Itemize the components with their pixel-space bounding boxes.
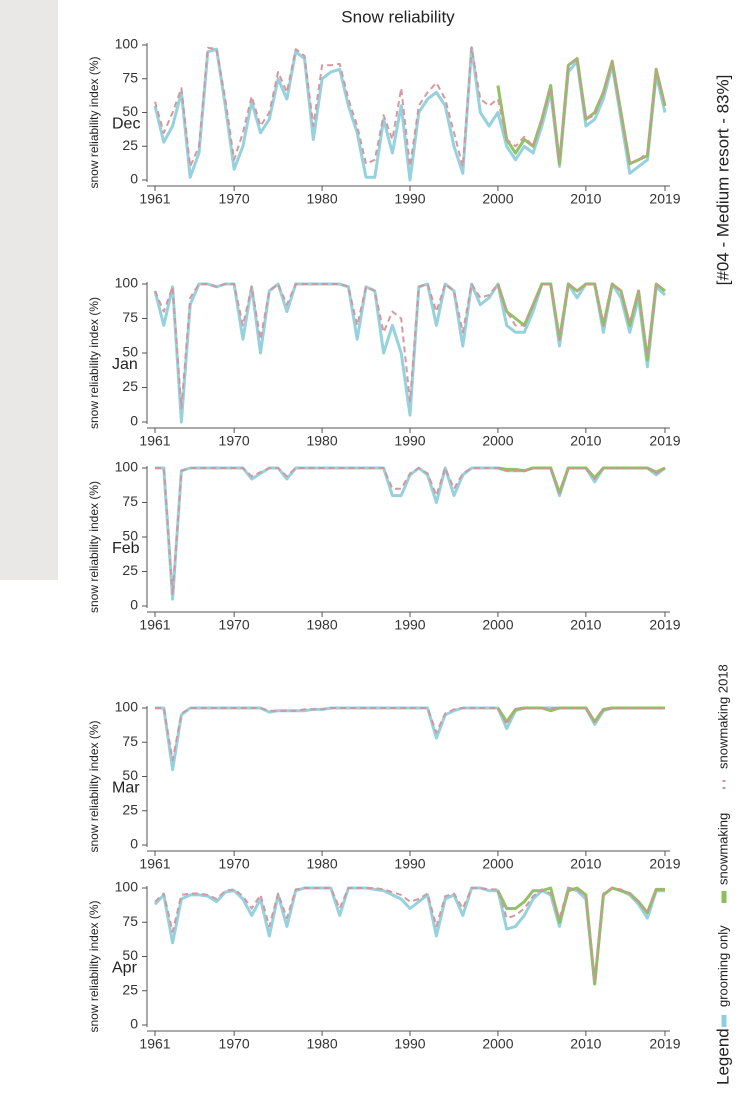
y-axis-label: snow reliability index (%) xyxy=(87,720,101,852)
y-tick-label: 0 xyxy=(130,597,138,613)
y-tick-label: 100 xyxy=(115,699,139,715)
x-tick-label: 1970 xyxy=(219,1036,250,1052)
chart-title: Snow reliability xyxy=(341,7,455,26)
y-tick-label: 100 xyxy=(115,879,139,895)
y-tick-label: 100 xyxy=(115,275,139,291)
series-line xyxy=(154,283,666,410)
y-tick-label: 50 xyxy=(122,947,138,963)
y-tick-label: 0 xyxy=(130,413,138,429)
background-photo-edge xyxy=(0,0,58,580)
x-tick-label: 2010 xyxy=(570,856,601,872)
x-tick-label: 2000 xyxy=(482,856,513,872)
y-tick-label: 75 xyxy=(122,493,138,509)
x-tick-label: 1990 xyxy=(394,617,425,633)
series-line xyxy=(153,282,667,424)
x-tick-label: 2019 xyxy=(649,433,680,449)
x-tick-label: 2010 xyxy=(570,1036,601,1052)
y-axis-label: snow reliability index (%) xyxy=(87,297,101,429)
legend-label: snowmaking xyxy=(715,813,730,885)
x-tick-label: 1990 xyxy=(394,856,425,872)
y-tick-label: 50 xyxy=(122,767,138,783)
series-line xyxy=(496,282,666,362)
y-tick-label: 100 xyxy=(115,459,139,475)
x-tick-label: 2019 xyxy=(649,1036,680,1052)
x-tick-label: 2010 xyxy=(570,433,601,449)
series-line xyxy=(497,466,666,495)
series-line xyxy=(155,467,666,596)
y-tick-label: 100 xyxy=(115,36,139,52)
legend: Legend grooming only snowmaking snowmaking… xyxy=(713,664,732,1085)
x-tick-label: 2010 xyxy=(570,191,601,207)
x-tick-label: 1961 xyxy=(139,191,170,207)
legend-label: grooming only xyxy=(715,925,730,1007)
y-axis-label: snow reliability index (%) xyxy=(87,481,101,613)
x-tick-label: 1961 xyxy=(139,617,170,633)
y-tick-label: 0 xyxy=(130,1016,138,1032)
x-tick-label: 2019 xyxy=(649,856,680,872)
x-tick-label: 1980 xyxy=(306,191,337,207)
x-tick-label: 1980 xyxy=(306,856,337,872)
y-tick-label: 25 xyxy=(122,562,138,578)
legend-label: snowmaking 2018 xyxy=(715,664,730,769)
x-tick-label: 1961 xyxy=(139,856,170,872)
x-tick-label: 2010 xyxy=(570,617,601,633)
x-tick-label: 2000 xyxy=(482,191,513,207)
resort-annotation: [#04 - Medium resort - 83%] xyxy=(713,75,732,286)
y-tick-label: 25 xyxy=(122,137,138,153)
series-line xyxy=(496,706,665,724)
panel-label: Mar xyxy=(112,780,140,797)
x-tick-label: 1970 xyxy=(219,191,250,207)
x-tick-label: 2000 xyxy=(482,433,513,449)
x-tick-label: 2019 xyxy=(649,617,680,633)
legend-title: Legend xyxy=(713,1028,732,1085)
y-tick-label: 25 xyxy=(122,378,138,394)
x-tick-label: 1990 xyxy=(394,1036,425,1052)
series-line xyxy=(154,887,665,983)
series-line xyxy=(155,466,666,601)
y-tick-label: 50 xyxy=(122,528,138,544)
y-tick-label: 0 xyxy=(130,836,138,852)
y-tick-label: 75 xyxy=(122,913,138,929)
panel-label: Dec xyxy=(112,116,140,133)
x-tick-label: 1980 xyxy=(306,617,337,633)
x-tick-label: 2019 xyxy=(649,191,680,207)
x-tick-label: 1980 xyxy=(306,433,337,449)
x-tick-label: 2000 xyxy=(482,1036,513,1052)
x-tick-label: 1980 xyxy=(306,1036,337,1052)
x-tick-label: 1990 xyxy=(394,433,425,449)
y-tick-label: 75 xyxy=(122,309,138,325)
x-tick-label: 1990 xyxy=(394,191,425,207)
y-tick-label: 25 xyxy=(122,981,138,997)
panel-label: Feb xyxy=(112,540,140,557)
panel-label: Jan xyxy=(112,356,138,373)
x-tick-label: 1961 xyxy=(139,433,170,449)
series-line xyxy=(496,57,667,166)
y-tick-label: 75 xyxy=(122,733,138,749)
y-axis-label: snow reliability index (%) xyxy=(87,56,101,188)
x-tick-label: 1961 xyxy=(139,1036,170,1052)
y-tick-label: 25 xyxy=(122,801,138,817)
x-tick-label: 1970 xyxy=(219,617,250,633)
y-tick-label: 75 xyxy=(122,69,138,85)
x-tick-label: 2000 xyxy=(482,617,513,633)
series-line xyxy=(153,886,665,986)
series-line xyxy=(155,706,665,772)
panel-label: Apr xyxy=(112,960,138,977)
y-tick-label: 50 xyxy=(122,344,138,360)
series-line xyxy=(496,886,665,986)
y-tick-label: 50 xyxy=(122,103,138,119)
y-tick-label: 0 xyxy=(130,171,138,187)
series-line xyxy=(154,46,666,168)
y-axis-label: snow reliability index (%) xyxy=(87,900,101,1032)
x-tick-label: 1970 xyxy=(219,856,250,872)
x-tick-label: 1970 xyxy=(219,433,250,449)
